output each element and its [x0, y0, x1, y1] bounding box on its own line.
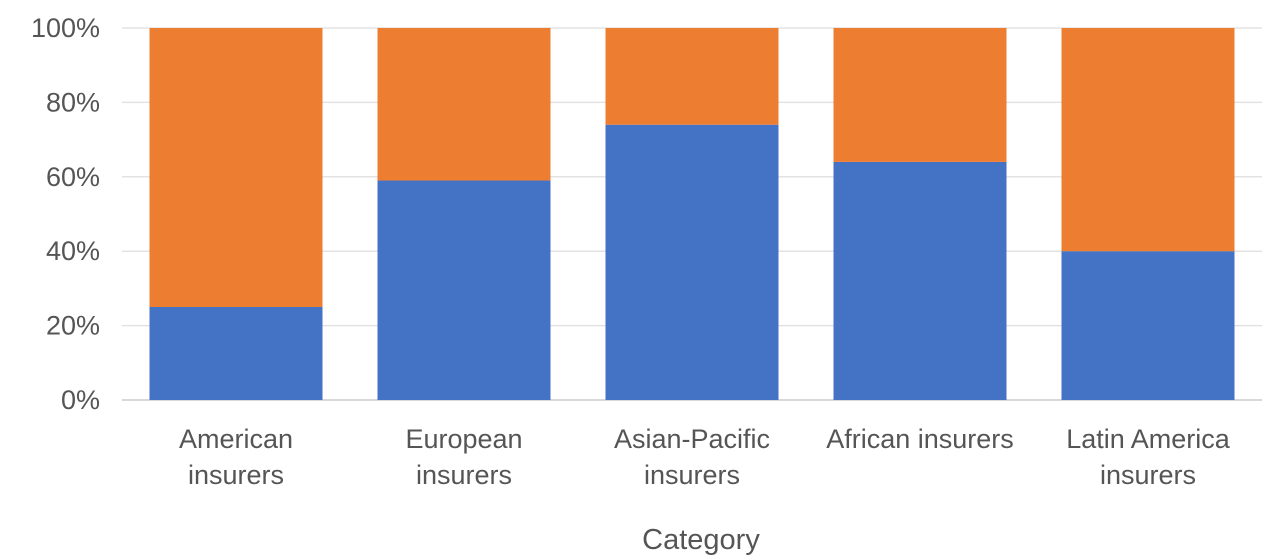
y-axis-tick-labels: 0% 20% 40% 60% 80% 100% — [31, 13, 100, 415]
bar-segment-series-2 — [1061, 28, 1235, 252]
bar-segment-series-2 — [605, 28, 779, 125]
y-tick-label: 100% — [31, 13, 100, 43]
y-tick-label: 80% — [46, 87, 100, 117]
x-category-label: Asian-Pacific insurers — [614, 424, 770, 490]
x-category-label: American insurers — [179, 424, 293, 490]
x-category-label: European insurers — [405, 424, 522, 490]
y-tick-label: 60% — [46, 162, 100, 192]
bar-segment-series-1 — [377, 180, 551, 400]
bar-segment-series-1 — [833, 161, 1007, 400]
bars — [149, 28, 1235, 400]
bar-segment-series-1 — [605, 124, 779, 400]
y-tick-label: 0% — [61, 385, 100, 415]
bar-segment-series-1 — [1061, 251, 1235, 400]
x-category-label: African insurers — [826, 424, 1014, 454]
y-tick-label: 40% — [46, 236, 100, 266]
x-category-label: Latin America insurers — [1066, 424, 1231, 490]
bar-segment-series-2 — [377, 28, 551, 181]
y-tick-label: 20% — [46, 311, 100, 341]
bar-segment-series-2 — [833, 28, 1007, 162]
bar-segment-series-2 — [149, 28, 323, 307]
x-axis-category-labels: American insurers European insurers Asian-Pa… — [179, 424, 1231, 490]
x-axis-title: Category — [642, 524, 760, 556]
bar-segment-series-1 — [149, 307, 323, 400]
